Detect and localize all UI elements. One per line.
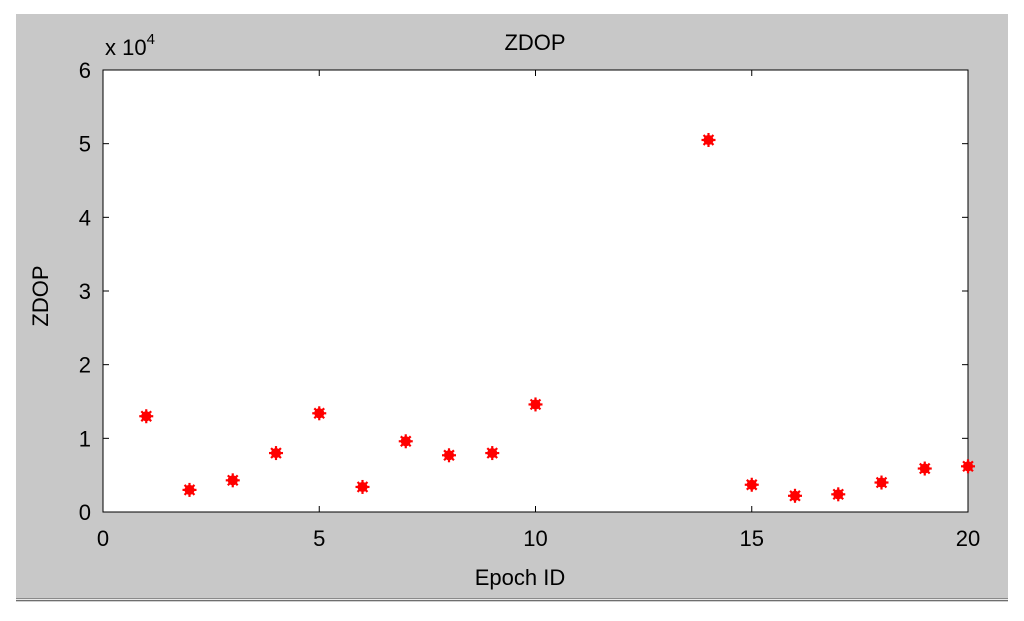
y-multiplier-exponent: 4 <box>147 31 155 48</box>
data-point <box>917 461 932 476</box>
y-tick-label: 4 <box>79 205 91 230</box>
data-point <box>961 459 975 474</box>
y-tick-label: 2 <box>79 353 91 378</box>
data-point <box>874 475 889 490</box>
y-tick-label: 1 <box>79 426 91 451</box>
data-points <box>139 132 975 503</box>
x-tick-label: 15 <box>740 526 764 551</box>
window-bottom-border <box>16 598 1008 602</box>
y-tick-label: 3 <box>79 279 91 304</box>
x-tick-label: 20 <box>956 526 980 551</box>
chart-title: ZDOP <box>504 30 565 55</box>
data-point <box>355 479 370 494</box>
data-point <box>225 473 240 488</box>
data-point <box>312 406 327 421</box>
data-point <box>528 397 543 412</box>
data-point <box>398 434 413 449</box>
y-multiplier-label: x 104 <box>105 31 155 60</box>
x-axis-label: Epoch ID <box>475 565 566 590</box>
y-tick-label: 5 <box>79 132 91 157</box>
data-point <box>442 448 456 463</box>
data-point <box>182 482 197 497</box>
x-axis-ticks: 0 5 10 15 20 <box>97 70 980 551</box>
data-point <box>139 409 154 424</box>
data-point <box>744 477 759 492</box>
x-tick-label: 10 <box>523 526 547 551</box>
x-tick-label: 5 <box>313 526 325 551</box>
data-point <box>485 446 500 461</box>
data-point <box>701 132 716 147</box>
y-tick-label: 0 <box>79 500 91 525</box>
plot-area <box>102 69 969 513</box>
y-axis-label: ZDOP <box>28 265 53 326</box>
data-point <box>269 446 283 461</box>
x-tick-label: 0 <box>97 526 109 551</box>
y-axis-ticks: 0 1 2 3 4 5 6 <box>79 58 968 525</box>
y-tick-label: 6 <box>79 58 91 83</box>
data-point <box>788 488 802 503</box>
data-point <box>831 487 846 502</box>
